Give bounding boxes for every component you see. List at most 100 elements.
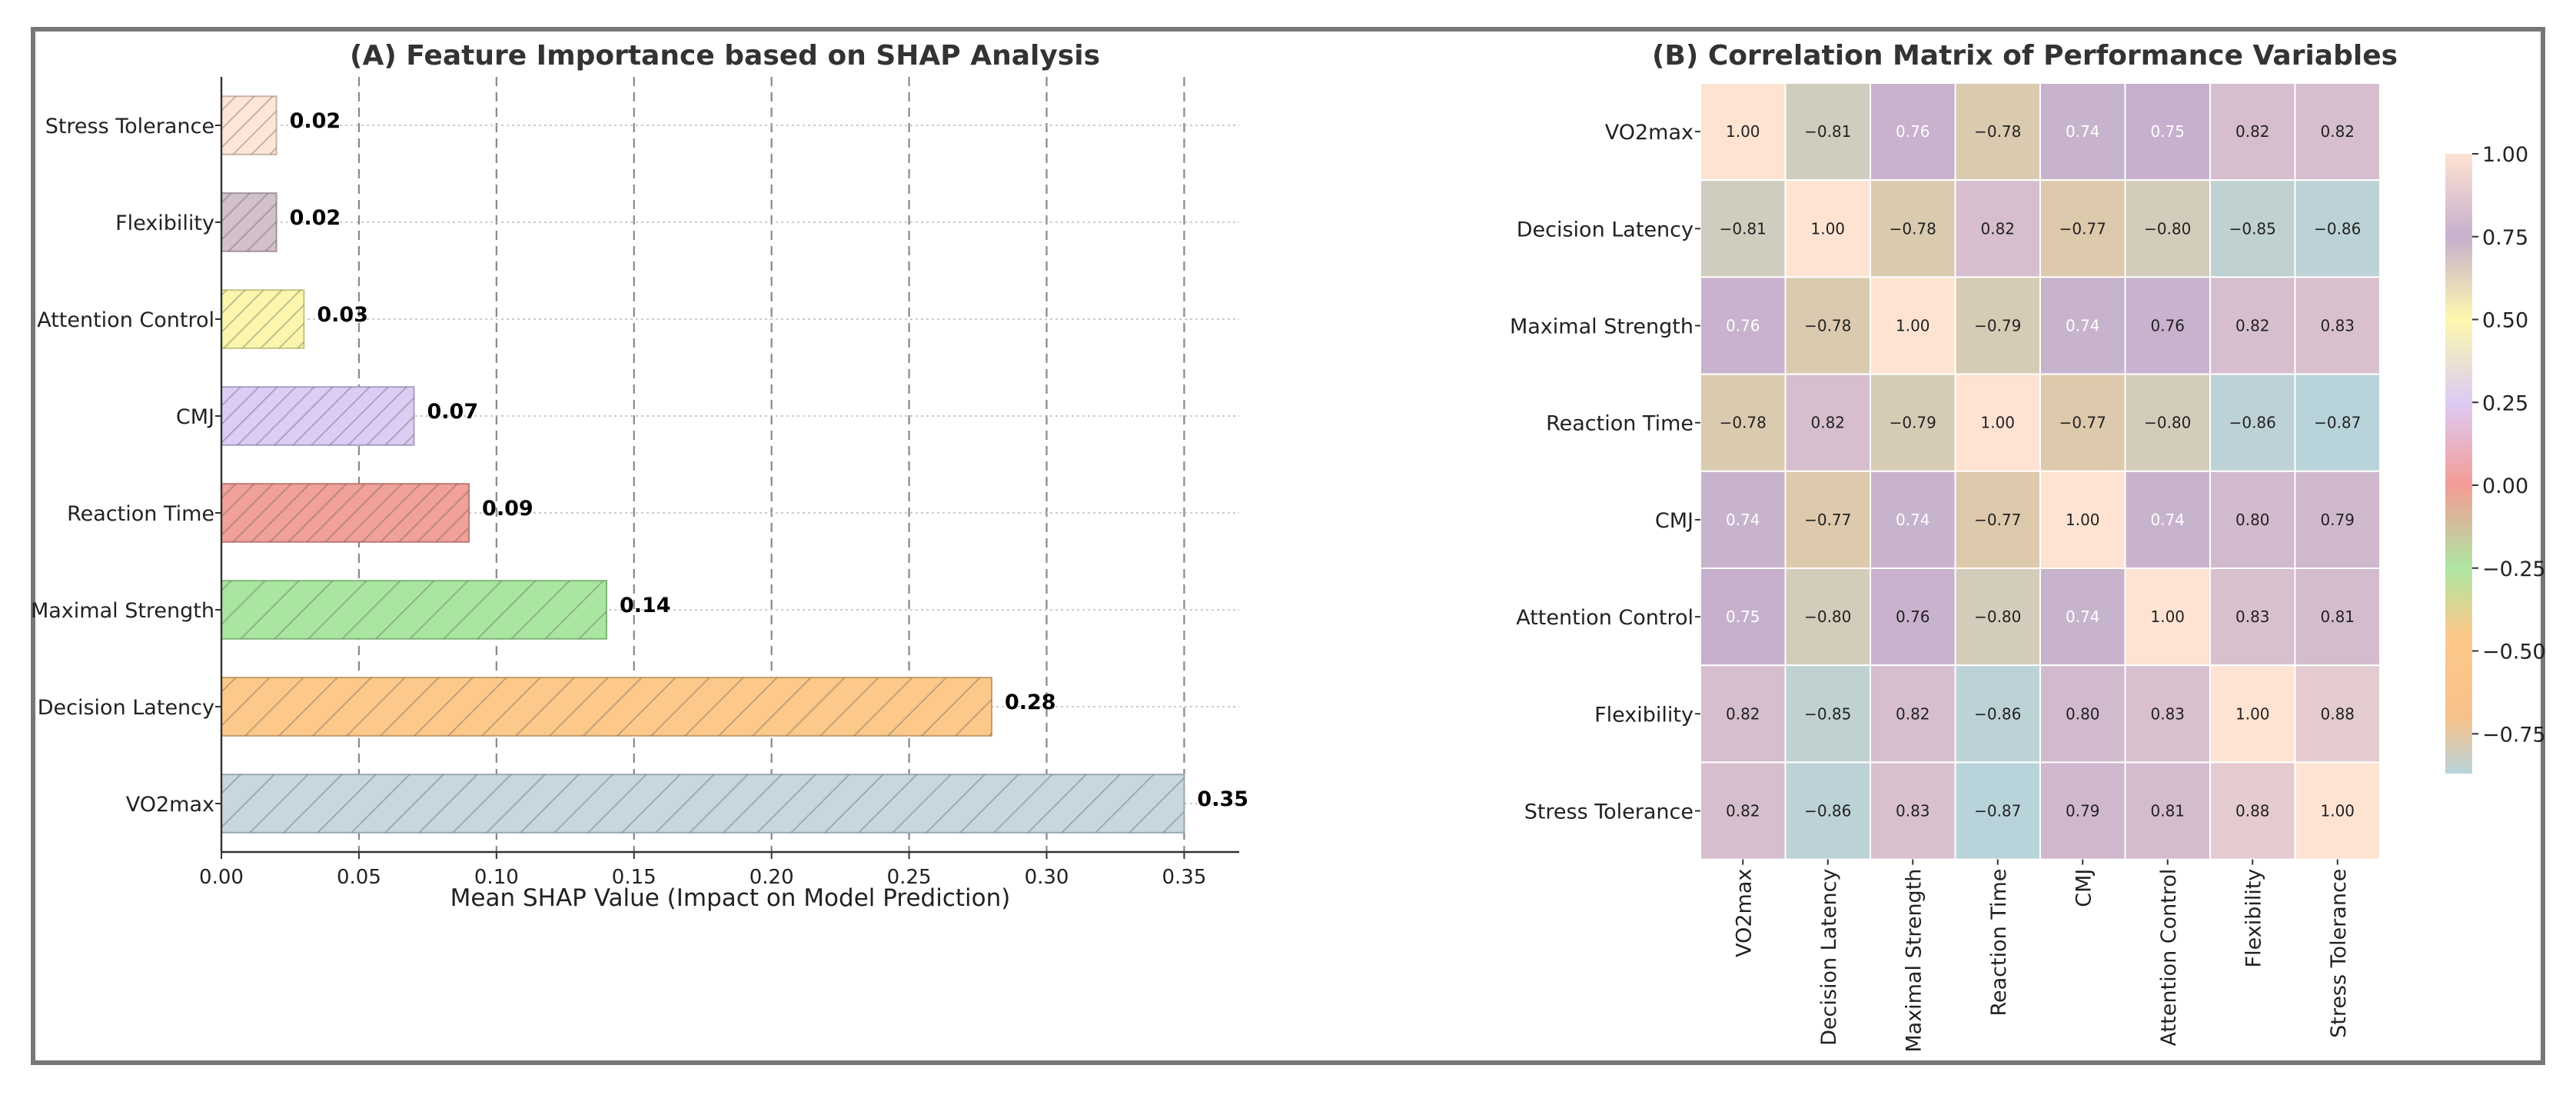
bar-hatch	[221, 96, 277, 155]
heatmap-cell-value: −0.77	[2059, 219, 2106, 238]
heatmap-cell-value: 0.82	[1726, 802, 1760, 820]
colorbar-tick-label: 1.00	[2482, 143, 2528, 167]
heatmap-cell-value: −0.78	[1974, 122, 2021, 141]
colorbar-tick-label: −0.75	[2482, 723, 2546, 747]
heatmap-cell-value: −0.77	[2059, 414, 2106, 432]
heatmap-cell-value: 0.74	[2066, 122, 2100, 141]
heatmap-cell-value: 0.79	[2320, 511, 2355, 529]
heatmap-cell-value: 1.00	[2066, 511, 2100, 529]
y-tick-label: Reaction Time	[67, 502, 214, 526]
heatmap-cell-value: −0.79	[1890, 414, 1936, 432]
heatmap-cell	[1700, 664, 1787, 764]
heatmap-cell	[1700, 82, 1787, 181]
heatmap-cell-value: −0.81	[1804, 122, 1851, 141]
y-tick-label: Stress Tolerance	[45, 115, 214, 138]
heatmap-cell-value: 1.00	[1980, 414, 2015, 432]
heatmap-row-label: Reaction Time	[1546, 412, 1694, 436]
x-ticks-a: 0.00 0.05 0.10 0.15 0.20 0.25 0.30 0.35	[199, 852, 1206, 889]
bars-a: 0.35 0.28 0.14 0.09 0.07 0.03 0.02 0.02	[221, 95, 1248, 834]
x-tick-label: 0.30	[1025, 866, 1069, 889]
heatmap-cell	[2124, 470, 2211, 569]
colorbar: 1.00 0.75 0.50 0.25 0.00 −0.25 −0.50 −0.75	[2445, 143, 2546, 774]
heatmap-cell-value: 0.74	[2066, 317, 2100, 335]
heatmap-row-label: Stress Tolerance	[1524, 800, 1694, 824]
bar-hatch	[221, 290, 304, 348]
heatmap-cell-value: −0.79	[1974, 317, 2021, 335]
heatmap-cell	[2294, 761, 2381, 860]
bar-value-label: 0.09	[482, 497, 533, 521]
heatmap-cell-value: −0.80	[1974, 607, 2021, 626]
heatmap-cell	[1784, 470, 1871, 569]
heatmap-cell	[2294, 82, 2381, 181]
heatmap-cell-value: −0.87	[2314, 414, 2361, 432]
heatmap-cell	[1784, 179, 1871, 278]
heatmap-cell	[1870, 664, 1956, 764]
heatmap-cell	[1784, 82, 1871, 181]
axes-a	[220, 77, 1239, 854]
heatmap-cell-value: 0.82	[1980, 219, 2015, 238]
heatmap-cell-value: 0.83	[2320, 317, 2355, 335]
heatmap-cell-value: 0.88	[2235, 802, 2270, 820]
heatmap-cell-value: 0.79	[2066, 802, 2100, 820]
heatmap-cell-value: 0.74	[2150, 511, 2185, 529]
heatmap-cell	[1954, 82, 2041, 181]
heatmap-column-label: Stress Tolerance	[2327, 869, 2351, 1038]
heatmap-cell	[2294, 470, 2381, 569]
heatmap-cell	[1784, 276, 1871, 375]
heatmap-cell-value: 0.76	[1896, 122, 1930, 141]
heatmap-cell	[2124, 761, 2211, 860]
heatmap-cell-value: −0.78	[1890, 219, 1936, 238]
heatmap-cell-value: −0.86	[2314, 219, 2361, 238]
heatmap-cell	[1784, 567, 1871, 667]
bar-value-label: 0.28	[1005, 691, 1056, 714]
y-tick-label: VO2max	[126, 793, 214, 817]
heatmap-cell	[1870, 761, 1956, 860]
heatmap-row-label: VO2max	[1605, 121, 1694, 145]
heatmap-cell-value: 0.74	[1896, 511, 1930, 529]
heatmap-row-label: Flexibility	[1594, 703, 1694, 727]
x-tick-label: 0.20	[750, 866, 794, 889]
heatmap-cell	[2209, 567, 2296, 667]
heatmap-column-labels: VO2max Decision Latency Maximal Strength Re…	[1732, 859, 2351, 1053]
heatmap-cell-value: 0.81	[2320, 607, 2355, 626]
bar-value-label: 0.02	[290, 206, 341, 230]
heatmap-cell	[1954, 373, 2041, 472]
bar-hatch	[221, 193, 277, 251]
heatmap-cell	[1954, 470, 2041, 569]
bar-value-label: 0.02	[290, 109, 341, 133]
heatmap-cell-value: 0.82	[2235, 317, 2270, 335]
feature-importance-chart: (A) Feature Importance based on SHAP Ana…	[31, 40, 1248, 912]
bar-hatch	[221, 677, 992, 736]
heatmap-cell-value: −0.86	[1974, 704, 2021, 723]
heatmap-cell	[1954, 179, 2041, 278]
heatmap-cell-value: 0.76	[1726, 317, 1760, 335]
heatmap-cell-value: 1.00	[1726, 122, 1760, 141]
x-tick-label: 0.10	[474, 866, 519, 889]
x-tick-label: 0.15	[612, 866, 656, 889]
heatmap-cell-value: −0.85	[2229, 219, 2276, 238]
x-tick-label: 0.00	[199, 866, 244, 889]
heatmap-cell	[1870, 82, 1956, 181]
heatmap-cell-value: 1.00	[1896, 317, 1930, 335]
heatmap-cell	[1870, 276, 1956, 375]
heatmap-cell-value: 0.74	[2066, 607, 2100, 626]
x-axis-label-a: Mean SHAP Value (Impact on Model Predict…	[450, 884, 1011, 912]
heatmap-row-labels: VO2max Decision Latency Maximal Strength Re…	[1510, 121, 1700, 824]
heatmap-column-label: Maximal Strength	[1902, 869, 1926, 1053]
heatmap-cell-value: 0.83	[2235, 607, 2270, 626]
heatmap-row-label: CMJ	[1655, 509, 1694, 533]
heatmap-cell-value: 1.00	[1810, 219, 1845, 238]
heatmap-column-label: Decision Latency	[1817, 869, 1841, 1046]
colorbar-tick-label: −0.50	[2482, 641, 2546, 664]
heatmap-cell-value: 0.82	[1810, 414, 1845, 432]
heatmap-cell	[2209, 276, 2296, 375]
heatmap-cell-value: 0.88	[2320, 704, 2355, 723]
bar-hatch	[221, 774, 1185, 833]
heatmap-cell-value: −0.85	[1804, 704, 1851, 723]
bar-value-label: 0.03	[317, 303, 368, 327]
colorbar-tick-label: −0.25	[2482, 557, 2546, 581]
bar-value-label: 0.14	[620, 594, 671, 617]
heatmap-cell	[1784, 761, 1871, 860]
heatmap-cell	[2124, 373, 2211, 472]
